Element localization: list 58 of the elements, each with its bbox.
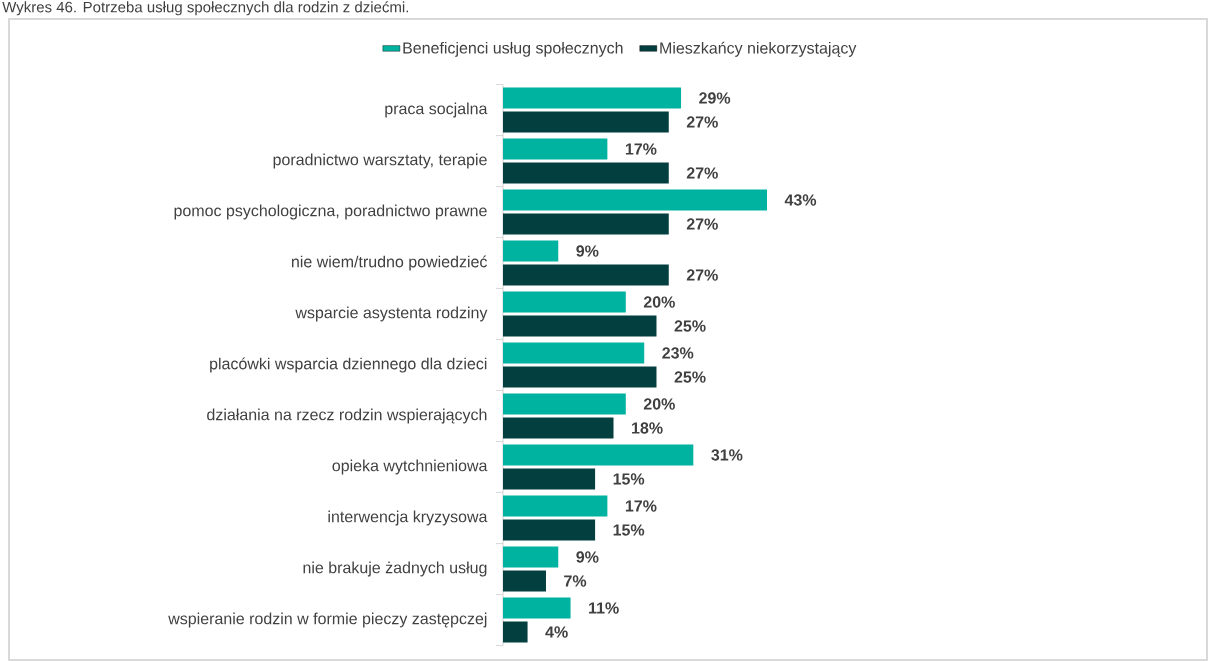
- y-tick-label: placówki wsparcia dziennego dla dzieci: [210, 357, 487, 373]
- data-label: 31%: [711, 449, 743, 461]
- bar: [503, 111, 669, 133]
- bar: [503, 393, 626, 415]
- y-tick-label: działania na rzecz rodzin wspierających: [207, 408, 487, 424]
- data-label: 25%: [674, 320, 706, 332]
- y-tick-label: wspieranie rodzin w formie pieczy zastępczej: [168, 612, 487, 628]
- bar: [503, 189, 767, 211]
- bar: [503, 444, 694, 466]
- bar: [503, 366, 657, 388]
- bar: [503, 213, 669, 235]
- y-tick-label: nie wiem/trudno powiedzieć: [291, 255, 487, 271]
- legend-label: Mieszkańcy niekorzystający: [660, 41, 857, 57]
- data-label: 18%: [632, 422, 663, 434]
- data-label: 15%: [613, 473, 645, 485]
- bar: [503, 495, 608, 517]
- bar: [503, 417, 614, 439]
- data-label: 27%: [686, 218, 718, 230]
- y-tick-label: pomoc psychologiczna, poradnictwo prawne: [174, 204, 487, 220]
- y-tick-label: wsparcie asystenta rodziny: [295, 306, 488, 322]
- data-label: 17%: [625, 143, 657, 155]
- bar: [503, 138, 608, 160]
- data-label: 25%: [674, 371, 706, 383]
- bar: [503, 597, 571, 619]
- bar: [503, 519, 596, 541]
- y-tick-label: opieka wytchnieniowa: [332, 459, 488, 475]
- bar: [503, 315, 657, 337]
- data-label: 27%: [686, 116, 718, 128]
- data-label: 7%: [564, 575, 587, 587]
- data-label: 23%: [662, 347, 694, 359]
- bar: [503, 621, 528, 643]
- data-label: 20%: [643, 296, 675, 308]
- data-label: 29%: [699, 92, 731, 104]
- bar: [503, 87, 682, 109]
- data-label: 11%: [589, 602, 619, 614]
- data-label: 15%: [613, 524, 645, 536]
- y-tick-label: poradnictwo warsztaty, terapie: [273, 153, 487, 169]
- data-label: 27%: [686, 167, 718, 179]
- data-label: 17%: [625, 500, 657, 512]
- bar: [503, 240, 559, 262]
- data-label: 9%: [576, 245, 599, 257]
- data-label: 27%: [686, 269, 718, 281]
- bar: [503, 264, 669, 286]
- bar: [503, 570, 546, 592]
- bar: [503, 162, 669, 184]
- y-tick-label: interwencja kryzysowa: [328, 510, 488, 526]
- bar: [503, 291, 626, 313]
- data-label: 20%: [643, 398, 675, 410]
- data-label: 4%: [545, 626, 568, 638]
- data-label: 43%: [784, 194, 817, 206]
- bar: [503, 468, 596, 490]
- y-tick-label: praca socjalna: [385, 102, 488, 118]
- bar: [503, 342, 645, 364]
- y-tick-label: nie brakuje żadnych usług: [303, 561, 487, 577]
- legend-label: Beneficjenci usług społecznych: [403, 41, 623, 57]
- bar: [503, 546, 559, 568]
- text: Wykres 46. Potrzeba usług społecznych dla rodzin z dziećmi.: [2, 1, 409, 16]
- data-label: 9%: [576, 551, 599, 563]
